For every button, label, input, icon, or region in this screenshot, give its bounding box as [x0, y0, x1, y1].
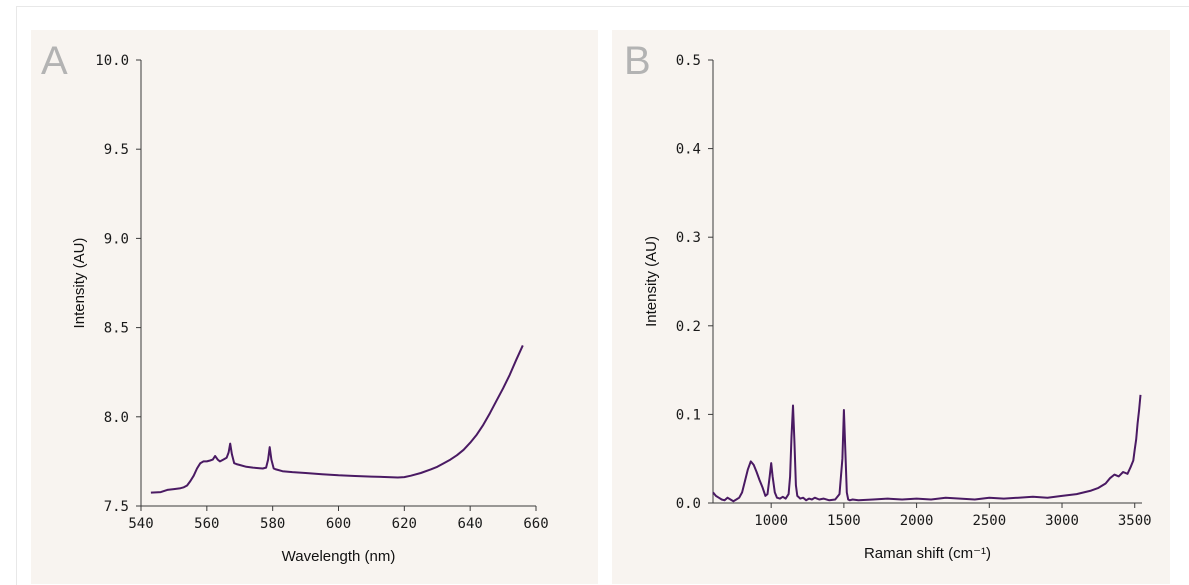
y-axis-title-a: Intensity (AU) — [71, 238, 88, 329]
panel-letter-a: A — [41, 39, 68, 83]
chart-b-svg: B 0.0 0.1 0.2 0.3 0.4 0.5 1000 1500 2000 2500 3000 3… — [624, 39, 1152, 562]
panel-b: B 0.0 0.1 0.2 0.3 0.4 0.5 1000 1500 2000 2500 3000 3… — [612, 30, 1170, 584]
x-tick-label-a: 620 — [392, 516, 417, 532]
x-tick-label-b: 2000 — [900, 513, 934, 529]
y-tick-label-a: 10.0 — [95, 53, 129, 69]
x-tick-label-a: 660 — [523, 516, 548, 532]
spectrum-line-b — [712, 394, 1142, 503]
panel-a: A 7.5 8.0 8.5 9.0 9.5 10.0 540 560 580 600 620 640 66… — [31, 30, 598, 584]
y-tick-label-b: 0.0 — [676, 496, 701, 512]
x-tick-label-b: 3000 — [1045, 513, 1079, 529]
y-tick-label-a: 8.5 — [104, 321, 129, 337]
y-axis-title-b: Intensity (AU) — [643, 236, 660, 327]
y-tick-label-a: 9.5 — [104, 142, 129, 158]
y-tick-label-a: 8.0 — [104, 410, 129, 426]
x-tick-label-a: 580 — [260, 516, 285, 532]
x-axis-title-a: Wavelength (nm) — [282, 548, 396, 565]
x-tick-label-b: 1500 — [827, 513, 861, 529]
y-tick-label-b: 0.5 — [676, 53, 701, 69]
x-tick-label-a: 560 — [194, 516, 219, 532]
y-tick-label-b: 0.2 — [676, 319, 701, 335]
y-tick-label-b: 0.4 — [676, 142, 701, 158]
spectrum-line-a — [150, 344, 524, 494]
x-tick-label-a: 600 — [326, 516, 351, 532]
x-tick-label-b: 3500 — [1118, 513, 1152, 529]
x-tick-label-b: 2500 — [972, 513, 1006, 529]
y-tick-label-b: 0.1 — [676, 407, 701, 423]
panel-letter-b: B — [624, 39, 651, 83]
chart-a-svg: A 7.5 8.0 8.5 9.0 9.5 10.0 540 560 580 600 620 640 66… — [41, 39, 549, 565]
x-tick-label-a: 640 — [458, 516, 483, 532]
y-tick-label-b: 0.3 — [676, 230, 701, 246]
x-axis-title-b: Raman shift (cm⁻¹) — [864, 545, 991, 562]
y-tick-label-a: 7.5 — [104, 499, 129, 515]
x-tick-label-b: 1000 — [754, 513, 788, 529]
figure-frame — [16, 6, 1189, 585]
x-tick-label-a: 540 — [128, 516, 153, 532]
y-tick-label-a: 9.0 — [104, 231, 129, 247]
